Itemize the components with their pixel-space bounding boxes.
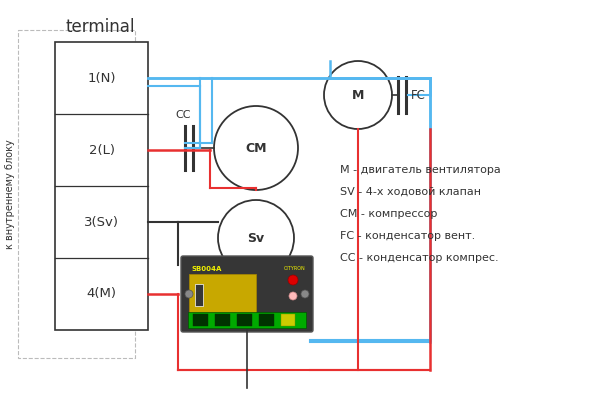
Text: M - двигатель вентилятора: M - двигатель вентилятора (340, 165, 501, 175)
Circle shape (288, 275, 298, 285)
Text: CITYRON: CITYRON (283, 266, 305, 271)
Text: terminal: terminal (65, 18, 135, 36)
Text: 3(Sv): 3(Sv) (84, 216, 119, 229)
Text: 4(M): 4(M) (87, 288, 116, 301)
Text: CC - конденсатор компрес.: CC - конденсатор компрес. (340, 253, 499, 263)
Text: M: M (352, 89, 364, 102)
Text: CC: CC (175, 110, 191, 120)
Text: CM: CM (245, 141, 267, 154)
Bar (281, 314, 295, 326)
Text: 1(N): 1(N) (87, 71, 116, 84)
Text: Sv: Sv (247, 232, 265, 245)
Circle shape (301, 290, 309, 298)
Bar (237, 314, 252, 326)
Bar (189, 274, 256, 324)
Bar (193, 314, 208, 326)
Text: CM - компрессор: CM - компрессор (340, 209, 438, 219)
FancyBboxPatch shape (181, 256, 313, 332)
Text: к внутреннему блоку: к внутреннему блоку (5, 139, 15, 249)
Circle shape (214, 106, 298, 190)
Circle shape (324, 61, 392, 129)
FancyBboxPatch shape (55, 42, 148, 330)
Text: SV - 4-х ходовой клапан: SV - 4-х ходовой клапан (340, 187, 481, 197)
Bar (215, 314, 230, 326)
Text: FC: FC (411, 89, 426, 102)
Text: 2(L): 2(L) (88, 143, 115, 156)
Text: FC - конденсатор вент.: FC - конденсатор вент. (340, 231, 475, 241)
Circle shape (289, 292, 297, 300)
Circle shape (218, 200, 294, 276)
Bar (259, 314, 274, 326)
Text: SB004A: SB004A (191, 266, 221, 272)
Bar (195, 284, 203, 306)
Circle shape (185, 290, 193, 298)
Bar (188, 312, 306, 328)
